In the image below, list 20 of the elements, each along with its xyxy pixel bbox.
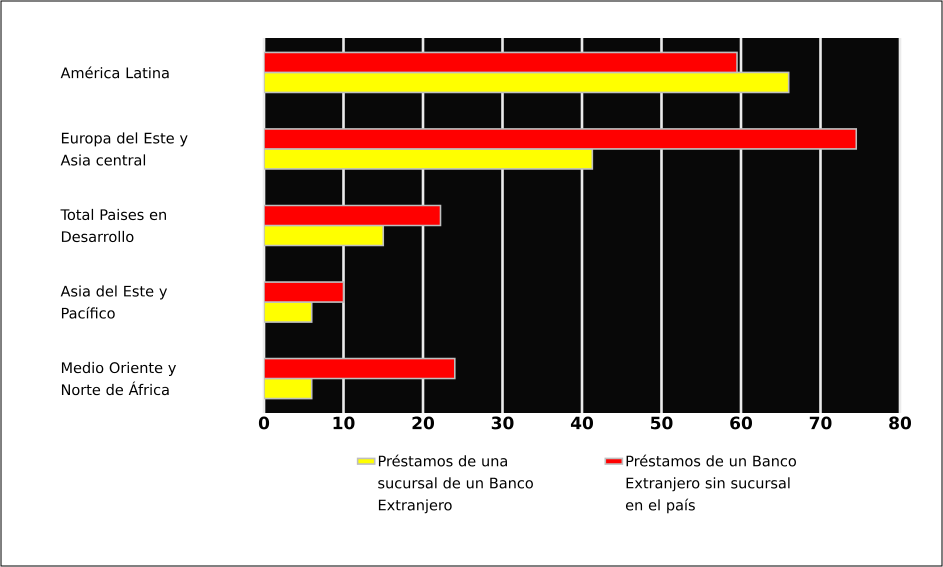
- x-tick-label: 10: [334, 416, 355, 430]
- legend-label: Préstamos de un Banco Extranjero sin sucursal en el país: [626, 454, 796, 514]
- bar: [264, 72, 790, 94]
- y-tick-label: Medio Oriente y Norte de África: [62, 362, 176, 396]
- bar: [264, 52, 738, 74]
- legend-label: Préstamos de una sucursal de un Banco Extranjero: [378, 454, 533, 514]
- x-tick-label: 70: [810, 416, 832, 430]
- y-tick-label: América Latina: [60, 66, 169, 78]
- y-tick-label: Asia del Este y Pacífico: [60, 285, 168, 319]
- x-tick-label: 60: [730, 416, 752, 430]
- x-tick-label: 0: [258, 416, 270, 430]
- x-tick-label: 50: [650, 416, 673, 430]
- x-tick-label: 30: [492, 416, 514, 430]
- x-tick-label: 20: [412, 416, 434, 430]
- x-tick-label: 80: [889, 416, 912, 430]
- bar: [264, 128, 858, 150]
- y-tick-label: Europa del Este y Asia central: [60, 132, 188, 166]
- bar: [264, 358, 456, 380]
- x-tick-label: 40: [570, 416, 594, 430]
- y-tick-label: Total Paises en Desarrollo: [60, 208, 166, 242]
